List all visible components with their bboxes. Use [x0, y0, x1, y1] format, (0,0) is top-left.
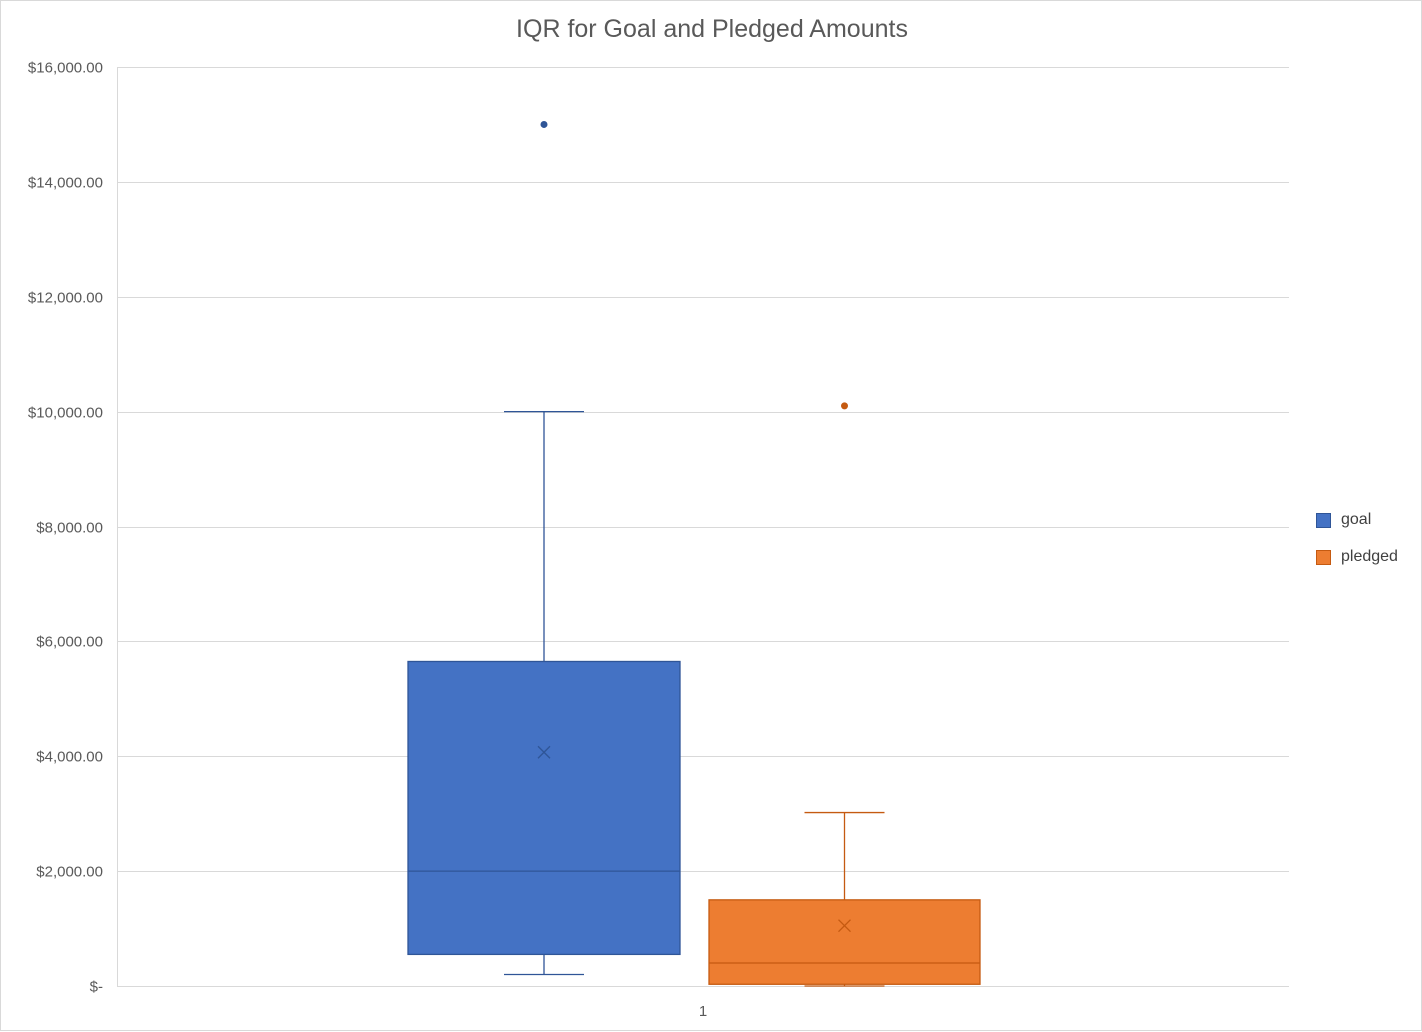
x-tick-label: 1: [699, 1003, 707, 1020]
y-tick-label: $14,000.00: [28, 175, 103, 192]
legend-item-goal: goal: [1316, 509, 1398, 531]
y-tick-label: $6,000.00: [36, 634, 103, 651]
legend-item-pledged: pledged: [1316, 546, 1398, 568]
y-tick-label: $12,000.00: [28, 290, 103, 307]
y-tick-label: $16,000.00: [28, 60, 103, 77]
legend-label: goal: [1341, 511, 1372, 528]
mean-marker: [838, 919, 851, 933]
y-tick-label: $8,000.00: [36, 520, 103, 537]
legend: goal pledged: [1316, 509, 1398, 583]
y-tick-label: $10,000.00: [28, 405, 103, 422]
iqr-box: [407, 660, 681, 956]
y-axis-tick-labels: $- $2,000.00 $4,000.00 $6,000.00 $8,000.00 $1…: [28, 60, 103, 996]
box-goal: [407, 120, 681, 976]
mean-marker: [537, 745, 551, 759]
y-tick-label: $-: [90, 979, 103, 996]
box-pledged: [708, 402, 981, 987]
y-tick-label: $2,000.00: [36, 864, 103, 881]
outlier-point: [540, 120, 548, 128]
chart-title: IQR for Goal and Pledged Amounts: [516, 15, 908, 43]
outlier-point: [841, 402, 848, 410]
legend-swatch: [1316, 512, 1331, 528]
x-axis-tick-labels: 1: [699, 1003, 707, 1020]
y-tick-label: $4,000.00: [36, 749, 103, 766]
iqr-box: [708, 899, 981, 985]
box-series: [407, 120, 981, 987]
legend-label: pledged: [1341, 548, 1398, 565]
gridlines: [117, 67, 1289, 987]
legend-swatch: [1316, 549, 1331, 565]
